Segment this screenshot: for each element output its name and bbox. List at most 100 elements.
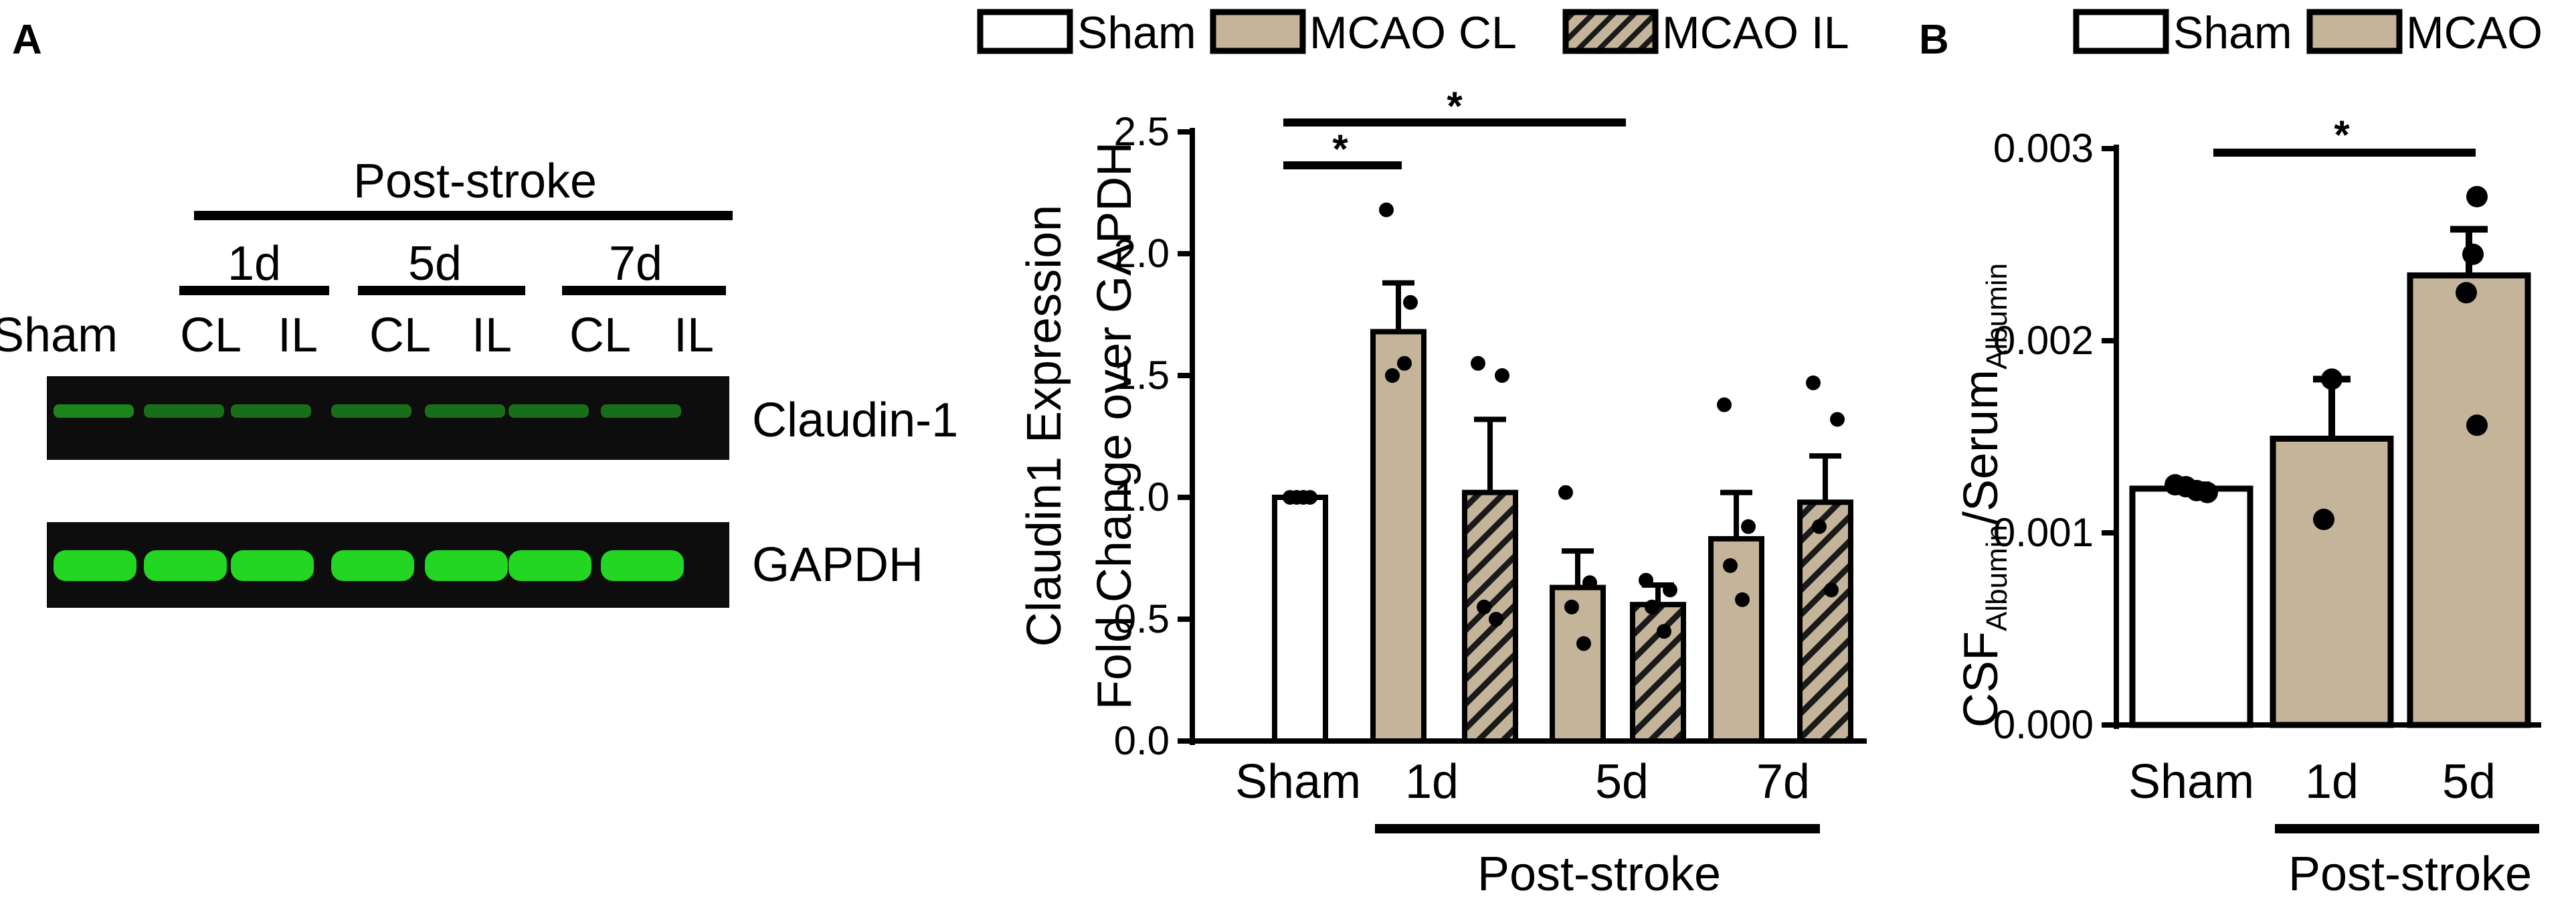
legend-a-il-swatch [1562, 9, 1659, 54]
chart-b-ylabel: CSFAlbumin/SerumAlbumin [1954, 263, 2013, 728]
claudin-band-5 [425, 404, 505, 418]
chart-a-point-3-3 [1576, 636, 1591, 651]
chart-a-point-2-2 [1477, 599, 1491, 615]
legend-a-cl-label: MCAO CL [1309, 7, 1517, 58]
chart-b-bar-0 [2129, 485, 2253, 728]
chart-b-point-2-1 [2462, 243, 2484, 265]
chart-a-point-3-0 [1558, 485, 1573, 500]
timepoint-7d: 7d [609, 237, 662, 291]
chart-a-point-2-0 [1471, 355, 1485, 371]
chart-a-point-4-0 [1639, 572, 1653, 588]
chart-a-ytick-label-2: 1.0 [1114, 475, 1170, 519]
chart-a-bar-5 [1708, 536, 1764, 744]
chart-a-point-2-3 [1489, 612, 1503, 627]
chart-a-point-1-3 [1397, 355, 1412, 371]
chart-a-point-5-0 [1717, 397, 1732, 412]
gapdh-band-4 [331, 550, 414, 581]
chart-b: Sham MCAO CSFAlbumin/SerumAlbumin 0.000 0… [1954, 7, 2543, 901]
chart-a-plot: 0.0 0.5 1.0 1.5 2.0 2.5 * * Sham 1d 5d 7d Post-strok… [1114, 84, 1867, 901]
chart-a-bar-3 [1550, 584, 1606, 744]
lane-label-1d-cl: CL [180, 309, 242, 362]
chart-b-point-1-1 [2313, 508, 2334, 530]
chart-a-point-1-2 [1385, 368, 1400, 383]
chart-b-point-0-3 [2197, 481, 2218, 503]
chart-a-point-1-1 [1403, 295, 1418, 310]
chart-b-point-2-2 [2456, 282, 2477, 304]
claudin-band-1 [54, 404, 134, 418]
gapdh-band-6 [509, 550, 591, 581]
gapdh-band-2 [144, 550, 227, 581]
chart-b-ytick-label-3: 0.003 [1993, 126, 2094, 171]
chart-a-point-4-2 [1645, 599, 1659, 615]
timepoint-5d: 5d [408, 237, 462, 291]
chart-a-ylabel-1: Claudin1 Expression [1018, 205, 1071, 647]
legend-a-cl-swatch [1210, 9, 1306, 54]
claudin-band-4 [331, 404, 411, 418]
timepoint-1d: 1d [227, 237, 281, 291]
claudin-band-2 [144, 404, 224, 418]
legend-a-sham-label: Sham [1077, 7, 1196, 58]
chart-a-ytick-label-4: 2.0 [1114, 231, 1170, 276]
chart-a-point-5-3 [1735, 592, 1750, 607]
legend-a-sham-swatch [977, 9, 1073, 54]
chart-a-xcat-0: Sham [1235, 755, 1361, 809]
chart-a-bar-0 [1272, 495, 1328, 744]
chart-a-sig-star-2: * [1447, 84, 1463, 129]
chart-b-point-2-3 [2466, 414, 2488, 436]
chart-a-point-3-2 [1564, 599, 1579, 615]
chart-b-xcat-0: Sham [2128, 755, 2254, 809]
chart-a-bar-6 [1797, 499, 1853, 744]
chart-b-ylabel-sub1: Albumin [1981, 525, 2013, 631]
western-blot: Post-stroke 1d 5d 7d Sham CL IL CL IL CL… [0, 155, 958, 608]
chart-a-xcat-2: 5d [1595, 755, 1649, 809]
chart-a-xcat-1: 1d [1405, 755, 1459, 809]
chart-b-point-2-0 [2466, 185, 2488, 208]
claudin-band-6 [509, 404, 589, 418]
chart-a-point-2-1 [1495, 368, 1509, 383]
chart-a-sig-star-1: * [1332, 127, 1348, 171]
legend-a: Sham MCAO CL MCAO IL [977, 7, 1849, 58]
chart-b-ytick-label-1: 0.001 [1993, 510, 2094, 555]
legend-b-mcao-label: MCAO [2406, 7, 2543, 58]
chart-b-plot: 0.000 0.001 0.002 0.003 * Sham 1d 5d Post-stroke [1993, 112, 2541, 901]
chart-a: Sham MCAO CL MCAO IL Claudin1 Expression… [977, 7, 1867, 901]
chart-b-poststroke-label: Post-stroke [2288, 847, 2532, 901]
chart-a-ytick-label-3: 1.5 [1114, 353, 1170, 398]
gapdh-bands [54, 550, 684, 581]
gapdh-band-1 [54, 550, 136, 581]
chart-a-point-6-2 [1812, 519, 1827, 534]
lane-label-5d-cl: CL [369, 309, 431, 362]
chart-a-poststroke-label: Post-stroke [1477, 847, 1721, 901]
chart-a-xcat-3: 7d [1756, 755, 1810, 809]
chart-a-ytick-label-5: 2.5 [1114, 109, 1170, 154]
legend-b-mcao-swatch [2306, 9, 2403, 54]
gapdh-band-3 [231, 550, 314, 581]
chart-b-ytick-label-2: 0.002 [1993, 318, 2094, 363]
chart-a-ytick-label-0: 0.0 [1114, 718, 1170, 763]
chart-b-ylabel-sub2: Albumin [1981, 263, 2013, 370]
chart-a-point-0-3 [1303, 490, 1317, 505]
legend-b: Sham MCAO [2073, 7, 2543, 58]
lane-label-1d-il: IL [278, 309, 318, 362]
chart-a-point-6-3 [1824, 582, 1839, 598]
chart-a-point-6-1 [1830, 412, 1845, 427]
blot-strip-claudin [47, 376, 729, 460]
band-label-claudin: Claudin-1 [752, 394, 958, 447]
chart-b-sig-star: * [2334, 112, 2350, 157]
lane-label-5d-il: IL [472, 309, 512, 362]
lane-label-7d-cl: CL [569, 309, 631, 362]
band-label-gapdh: GAPDH [752, 538, 923, 592]
lane-label-sham: Sham [0, 309, 118, 362]
chart-a-ytick-label-1: 0.5 [1114, 596, 1170, 641]
chart-b-bar-1 [2270, 435, 2394, 728]
gapdh-band-5 [425, 550, 508, 581]
gapdh-band-7 [601, 550, 684, 581]
chart-a-point-4-1 [1663, 582, 1677, 598]
chart-b-ylabel-main2: /Serum [1954, 370, 2008, 525]
legend-b-sham-label: Sham [2173, 7, 2292, 58]
blot-header: Post-stroke [353, 155, 597, 208]
chart-a-bar-4 [1630, 602, 1686, 744]
chart-a-ylabel-2: Fold Change over GAPDH [1088, 142, 1141, 710]
chart-b-ytick-label-0: 0.000 [1993, 702, 2094, 747]
